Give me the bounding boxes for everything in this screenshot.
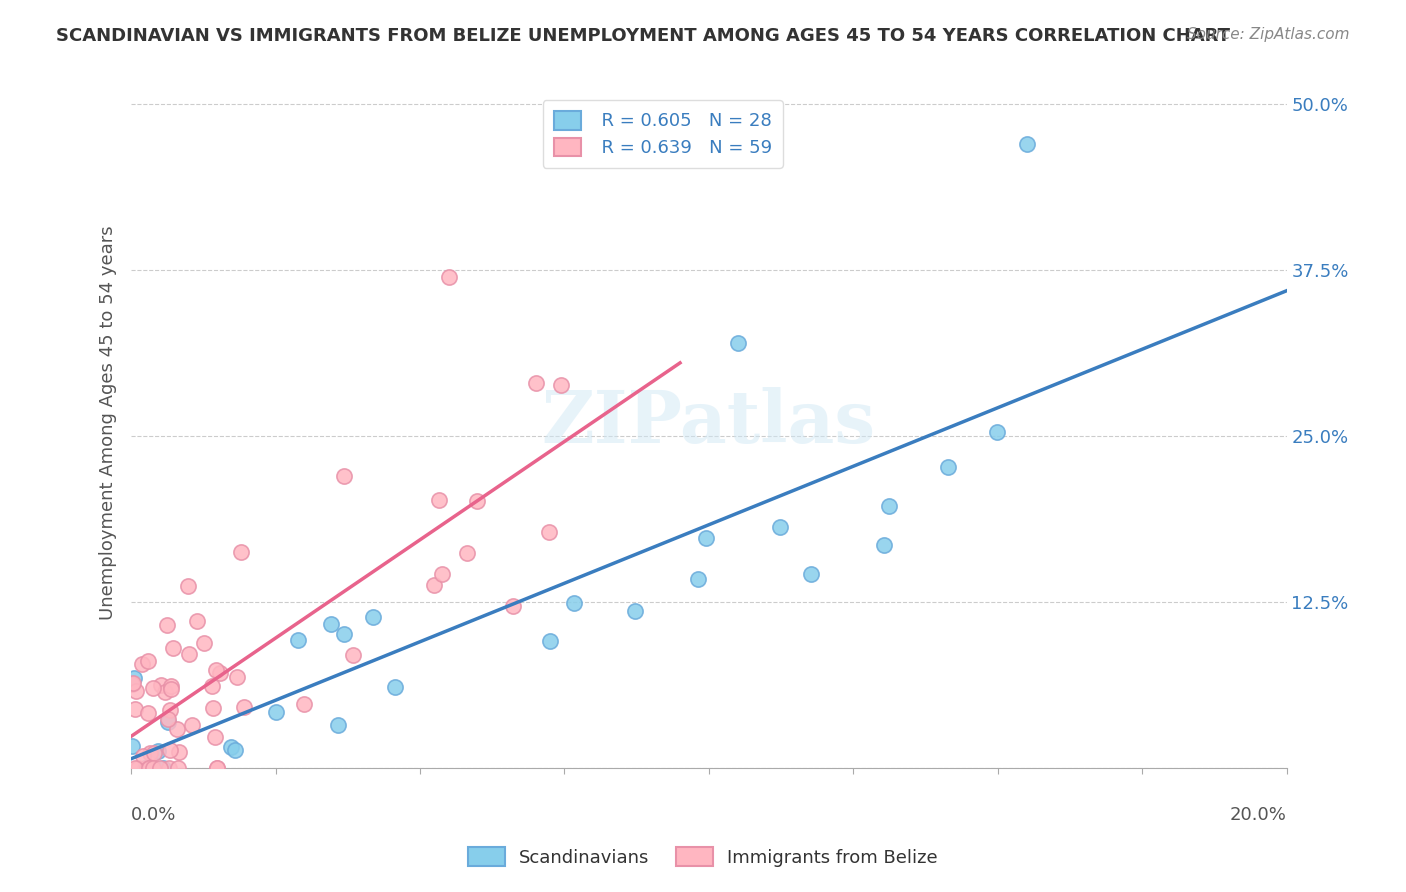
Point	[167, 761, 190, 775]
Point	[432, 567, 454, 582]
Point	[125, 684, 148, 698]
Point	[427, 493, 450, 508]
Point	[326, 718, 349, 732]
Point	[204, 730, 226, 744]
Point	[550, 378, 572, 392]
Point	[538, 633, 561, 648]
Point	[226, 670, 249, 684]
Point	[873, 538, 896, 552]
Text: 20.0%: 20.0%	[1230, 805, 1286, 823]
Point	[538, 525, 561, 540]
Point	[134, 761, 156, 775]
Point	[156, 617, 179, 632]
Point	[384, 681, 406, 695]
Point	[936, 460, 959, 475]
Point	[456, 546, 478, 560]
Point	[167, 745, 190, 759]
Point	[121, 677, 143, 691]
Point	[149, 761, 172, 775]
Point	[1015, 136, 1038, 151]
Point	[142, 761, 165, 775]
Point	[131, 748, 153, 763]
Point	[208, 665, 231, 680]
Point	[207, 761, 229, 775]
Point	[333, 627, 356, 641]
Point	[877, 499, 900, 513]
Point	[465, 494, 488, 508]
Point	[124, 671, 146, 685]
Point	[166, 722, 188, 736]
Point	[769, 520, 792, 534]
Point	[986, 425, 1008, 439]
Point	[524, 376, 547, 390]
Point	[138, 706, 160, 721]
Point	[686, 572, 709, 586]
Point	[122, 676, 145, 690]
Point	[124, 761, 146, 775]
Point	[155, 684, 177, 698]
Point	[160, 679, 183, 693]
Point	[159, 703, 181, 717]
Point	[177, 647, 200, 661]
Point	[287, 633, 309, 648]
Point	[143, 746, 166, 760]
Point	[332, 468, 354, 483]
Point	[177, 579, 200, 593]
Y-axis label: Unemployment Among Ages 45 to 54 years: Unemployment Among Ages 45 to 54 years	[100, 226, 117, 620]
Point	[695, 531, 717, 545]
Point	[124, 702, 146, 716]
Point	[361, 610, 384, 624]
Point	[138, 761, 160, 775]
Point	[232, 700, 254, 714]
Text: ZIPatlas: ZIPatlas	[541, 387, 876, 458]
Point	[160, 682, 183, 697]
Point	[205, 761, 228, 775]
Text: SCANDINAVIAN VS IMMIGRANTS FROM BELIZE UNEMPLOYMENT AMONG AGES 45 TO 54 YEARS CO: SCANDINAVIAN VS IMMIGRANTS FROM BELIZE U…	[56, 27, 1230, 45]
Point	[142, 681, 165, 695]
Point	[224, 742, 246, 756]
Point	[152, 761, 174, 775]
Point	[423, 577, 446, 591]
Point	[149, 678, 172, 692]
Point	[219, 740, 242, 755]
Legend: Scandinavians, Immigrants from Belize: Scandinavians, Immigrants from Belize	[461, 840, 945, 874]
Point	[127, 761, 149, 775]
Point	[205, 663, 228, 677]
Point	[162, 640, 184, 655]
Point	[264, 705, 287, 719]
Point	[138, 746, 160, 760]
Point	[502, 599, 524, 614]
Point	[562, 597, 585, 611]
Text: 0.0%: 0.0%	[131, 805, 177, 823]
Point	[437, 269, 460, 284]
Point	[121, 739, 143, 754]
Point	[159, 743, 181, 757]
Legend:   R = 0.605   N = 28,   R = 0.639   N = 59: R = 0.605 N = 28, R = 0.639 N = 59	[543, 100, 783, 168]
Point	[186, 614, 208, 628]
Point	[624, 604, 647, 618]
Point	[181, 718, 204, 732]
Point	[342, 648, 364, 663]
Point	[201, 679, 224, 693]
Point	[800, 567, 823, 582]
Point	[146, 744, 169, 758]
Point	[157, 715, 180, 730]
Point	[136, 761, 159, 775]
Point	[201, 701, 224, 715]
Point	[157, 761, 180, 775]
Text: Source: ZipAtlas.com: Source: ZipAtlas.com	[1187, 27, 1350, 42]
Point	[136, 654, 159, 668]
Point	[138, 761, 160, 775]
Point	[292, 697, 315, 711]
Point	[156, 712, 179, 726]
Point	[131, 657, 153, 672]
Point	[193, 636, 215, 650]
Point	[229, 545, 252, 559]
Point	[319, 617, 342, 632]
Point	[727, 335, 749, 350]
